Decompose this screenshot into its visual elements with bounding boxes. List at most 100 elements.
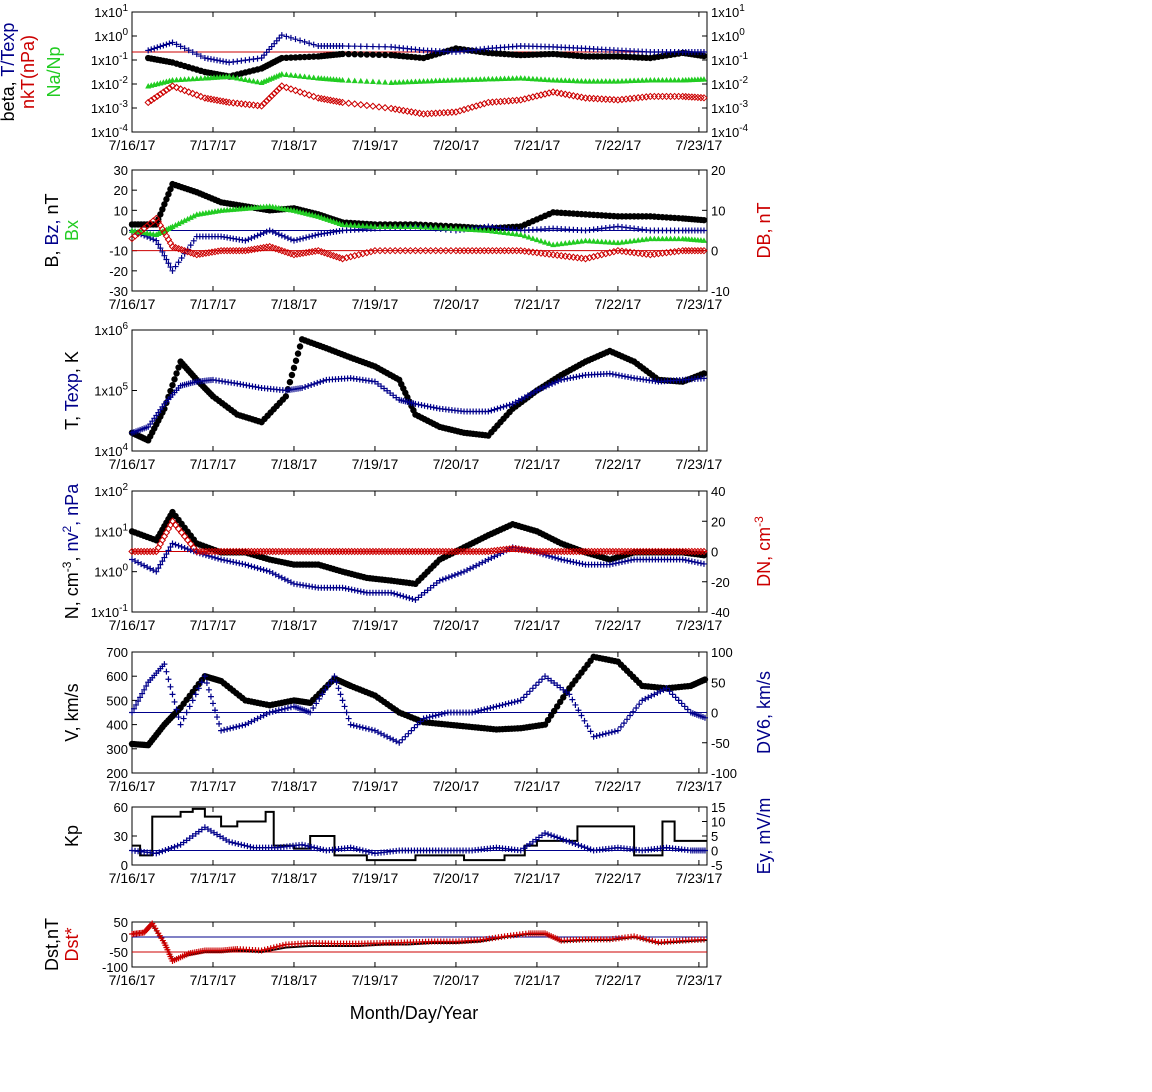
x-tick-label: 7/20/17 — [433, 778, 480, 794]
data-point — [165, 676, 172, 683]
data-point — [460, 547, 468, 556]
data-point — [617, 723, 624, 730]
data-point — [645, 547, 654, 556]
data-point — [485, 556, 492, 563]
data-point — [429, 547, 438, 556]
data-point — [342, 254, 351, 262]
data-point — [359, 847, 366, 854]
data-point — [305, 547, 313, 556]
data-point — [537, 76, 544, 82]
data-point — [300, 235, 307, 242]
data-point — [189, 49, 196, 56]
data-point — [610, 96, 618, 104]
data-point — [539, 547, 547, 556]
data-point — [201, 673, 208, 680]
data-point — [570, 559, 577, 566]
data-point — [533, 75, 540, 82]
data-point — [144, 98, 152, 107]
data-point — [374, 729, 381, 736]
y-tick-label-left: -50 — [109, 945, 128, 960]
y-tick-label-left: 30 — [114, 163, 128, 178]
data-point — [614, 78, 621, 84]
data-point — [623, 238, 630, 245]
data-point — [247, 843, 254, 850]
data-point — [448, 573, 455, 580]
data-point — [609, 560, 616, 567]
data-point — [444, 108, 452, 117]
data-point — [363, 101, 371, 110]
data-point — [593, 732, 600, 739]
data-point — [403, 594, 410, 601]
data-point — [430, 582, 437, 589]
series-2 — [129, 203, 707, 248]
data-point — [287, 85, 295, 93]
data-point — [542, 76, 549, 82]
data-point — [610, 78, 617, 84]
data-point — [700, 52, 708, 60]
data-point — [481, 706, 488, 713]
data-point — [261, 946, 268, 953]
data-point — [167, 683, 174, 690]
data-point — [386, 246, 394, 255]
data-point — [332, 253, 341, 261]
data-point — [262, 243, 271, 251]
data-point — [461, 76, 468, 83]
data-point — [523, 691, 530, 698]
data-point — [290, 237, 297, 244]
series-0 — [128, 336, 708, 444]
data-point — [308, 547, 316, 556]
x-tick-label: 7/18/17 — [271, 617, 318, 633]
data-point — [545, 675, 552, 682]
data-point — [282, 83, 291, 92]
data-point — [311, 547, 319, 556]
data-point — [678, 246, 687, 255]
data-point — [282, 393, 290, 400]
data-point — [551, 547, 559, 556]
data-point — [637, 934, 644, 941]
data-point — [257, 714, 264, 721]
data-point — [405, 730, 412, 737]
data-point — [541, 721, 549, 728]
data-point — [558, 77, 565, 83]
data-point — [290, 364, 298, 372]
y-axis-label-left: Dst,nT — [42, 918, 62, 971]
x-tick-label: 7/21/17 — [514, 617, 561, 633]
data-point — [198, 679, 205, 686]
data-point — [149, 547, 157, 556]
data-point — [193, 250, 201, 259]
data-point — [163, 256, 170, 263]
data-point — [685, 547, 693, 556]
data-point — [306, 74, 313, 80]
data-point — [332, 547, 341, 556]
series-2 — [128, 517, 708, 556]
data-point — [672, 547, 681, 556]
data-point — [682, 547, 690, 556]
data-point — [190, 237, 197, 244]
data-point — [393, 547, 401, 556]
data-point — [260, 99, 268, 108]
data-point — [214, 831, 221, 838]
data-point — [452, 76, 459, 83]
data-point — [186, 835, 193, 842]
data-point — [375, 103, 383, 111]
x-tick-label: 7/17/17 — [190, 870, 237, 886]
data-point — [542, 239, 549, 245]
data-point — [267, 945, 274, 952]
data-point — [131, 705, 138, 712]
data-point — [429, 713, 436, 720]
y-tick-label-right: 1x10-4 — [711, 123, 749, 140]
data-point — [599, 731, 606, 738]
data-point — [581, 717, 588, 724]
data-point — [545, 89, 553, 97]
data-point — [300, 89, 309, 98]
data-point — [582, 237, 589, 244]
data-point — [308, 381, 315, 388]
data-point — [521, 232, 528, 239]
y-tick-label-right: 1x101 — [711, 3, 745, 20]
x-tick-label: 7/19/17 — [352, 778, 399, 794]
data-point — [322, 686, 329, 693]
data-point — [500, 97, 509, 105]
data-point — [387, 547, 395, 556]
data-point — [141, 686, 148, 693]
data-point — [314, 379, 321, 386]
